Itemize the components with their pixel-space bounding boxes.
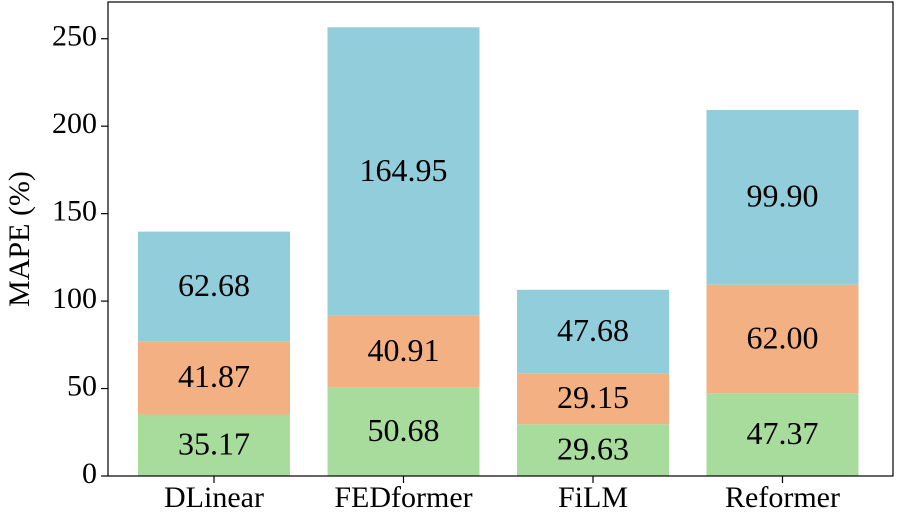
y-tick-label: 0 — [82, 457, 97, 490]
value-label: 62.00 — [747, 319, 819, 355]
bar-segment — [517, 424, 669, 476]
bar-segment — [138, 341, 290, 415]
value-label: 35.17 — [178, 426, 250, 462]
y-tick-label: 250 — [52, 20, 97, 53]
bar-segment — [517, 289, 669, 374]
value-label: 41.87 — [178, 358, 250, 394]
y-tick-label: 150 — [52, 195, 97, 228]
value-label: 40.91 — [368, 332, 440, 368]
bar-segment — [327, 27, 480, 316]
bar-segment — [327, 315, 480, 388]
y-axis-label: MAPE (%) — [3, 171, 36, 307]
value-label: 47.68 — [557, 312, 629, 348]
bar-segment — [706, 109, 859, 285]
y-tick-label: 100 — [52, 282, 97, 315]
x-tick-label: FiLM — [558, 481, 628, 512]
value-label: 47.37 — [747, 415, 819, 451]
bar-segment — [706, 393, 859, 476]
value-label: 29.63 — [557, 430, 629, 466]
x-tick-label: Reformer — [725, 481, 840, 512]
bar-segment — [138, 231, 290, 342]
bar-segment — [706, 284, 859, 394]
y-tick-label: 50 — [67, 369, 97, 402]
value-label: 62.68 — [178, 267, 250, 303]
value-label: 99.90 — [747, 178, 819, 214]
bar-segment — [327, 387, 480, 476]
plot-frame — [107, 1, 894, 477]
y-tick-label: 200 — [52, 107, 97, 140]
bar-segment — [138, 414, 290, 476]
x-tick-label: DLinear — [164, 481, 264, 512]
value-label: 164.95 — [360, 152, 448, 188]
value-label: 50.68 — [368, 412, 440, 448]
value-label: 29.15 — [557, 379, 629, 415]
x-tick-label: FEDformer — [334, 481, 472, 512]
bar-segment — [517, 373, 669, 425]
